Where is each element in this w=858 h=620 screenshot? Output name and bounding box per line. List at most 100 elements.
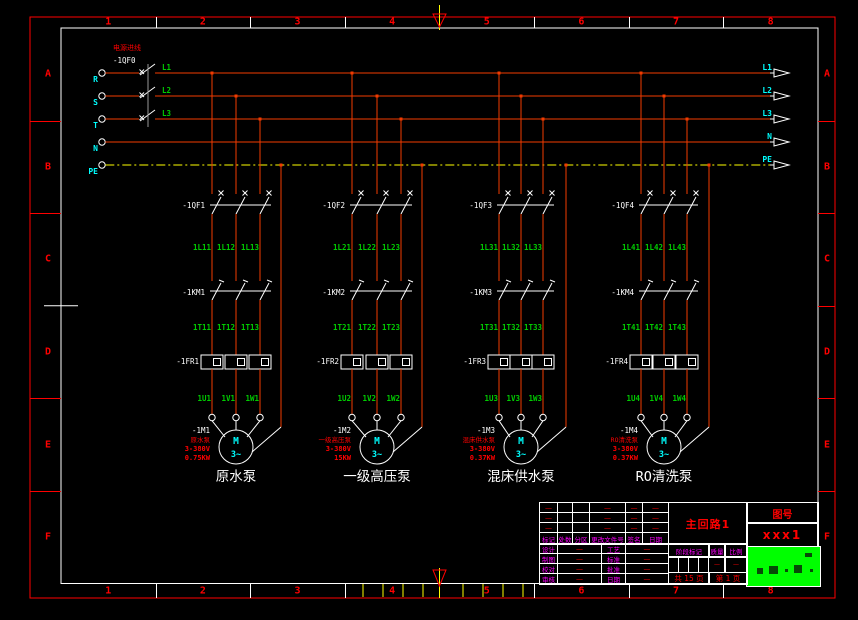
ruler-number-bottom: 2 xyxy=(199,585,206,597)
svg-text:1T33: 1T33 xyxy=(524,323,543,332)
svg-text:混床供水泵: 混床供水泵 xyxy=(487,469,555,485)
svg-text:0.37KW: 0.37KW xyxy=(613,454,639,462)
svg-text:1T22: 1T22 xyxy=(358,323,376,332)
svg-text:1V4: 1V4 xyxy=(649,394,663,403)
svg-text:RO清洗泵: RO清洗泵 xyxy=(611,435,639,444)
svg-text:1L13: 1L13 xyxy=(241,243,260,252)
ruler-number-top: 4 xyxy=(389,16,396,28)
svg-text:PE: PE xyxy=(88,167,98,176)
title-block-cell: 日期 xyxy=(642,532,669,545)
svg-text:T: T xyxy=(93,121,98,130)
svg-text:0.75KW: 0.75KW xyxy=(185,454,211,462)
svg-text:1T43: 1T43 xyxy=(668,323,687,332)
svg-text:L2: L2 xyxy=(762,86,772,95)
svg-text:1L41: 1L41 xyxy=(622,243,641,252)
ruler-number-bottom: 3 xyxy=(294,585,301,597)
svg-text:1T32: 1T32 xyxy=(502,323,520,332)
svg-text:N: N xyxy=(93,144,98,153)
ruler-number-top: 6 xyxy=(578,16,585,28)
svg-text:1T23: 1T23 xyxy=(382,323,401,332)
svg-text:1T12: 1T12 xyxy=(217,323,235,332)
ruler-number-top: 1 xyxy=(105,16,112,28)
svg-text:1U3: 1U3 xyxy=(484,394,498,403)
ruler-letter-right: D xyxy=(823,346,831,358)
svg-text:3-380V: 3-380V xyxy=(326,445,352,453)
svg-text:1W1: 1W1 xyxy=(245,394,259,403)
svg-text:-1QF4: -1QF4 xyxy=(611,201,634,210)
ruler-number-bottom: 4 xyxy=(389,585,396,597)
svg-text:一级高压泵: 一级高压泵 xyxy=(319,435,352,444)
ruler-letter-left: B xyxy=(44,161,52,173)
title-block-cell: — xyxy=(625,573,669,585)
svg-text:L2: L2 xyxy=(162,86,171,95)
svg-text:M: M xyxy=(661,436,667,447)
svg-text:原水泵: 原水泵 xyxy=(216,469,257,485)
svg-text:L1: L1 xyxy=(162,63,172,72)
svg-text:-1FR1: -1FR1 xyxy=(176,357,199,366)
svg-text:1T13: 1T13 xyxy=(241,323,260,332)
ruler-number-top: 7 xyxy=(673,16,680,28)
svg-text:-1KM4: -1KM4 xyxy=(611,288,634,297)
ruler-number-top: 2 xyxy=(199,16,206,28)
svg-text:-1QF2: -1QF2 xyxy=(322,201,345,210)
svg-text:L1: L1 xyxy=(762,63,772,72)
svg-text:1L11: 1L11 xyxy=(193,243,212,252)
svg-text:3~: 3~ xyxy=(231,450,241,460)
svg-text:1T11: 1T11 xyxy=(193,323,212,332)
svg-text:1T31: 1T31 xyxy=(480,323,499,332)
svg-text:1T42: 1T42 xyxy=(645,323,663,332)
svg-text:3-380V: 3-380V xyxy=(470,445,496,453)
ruler-letter-right: B xyxy=(823,161,831,173)
svg-text:M: M xyxy=(518,436,524,447)
svg-text:S: S xyxy=(93,98,98,107)
svg-text:1W3: 1W3 xyxy=(528,394,542,403)
svg-text:1L22: 1L22 xyxy=(358,243,376,252)
ruler-letter-left: F xyxy=(44,531,52,543)
svg-text:3-380V: 3-380V xyxy=(613,445,639,453)
svg-text:一级高压泵: 一级高压泵 xyxy=(343,468,411,485)
ruler-letter-left: C xyxy=(44,253,52,265)
title-block-cell: 阶段标记 xyxy=(668,543,710,558)
svg-text:M: M xyxy=(374,436,380,447)
svg-text:1W2: 1W2 xyxy=(386,394,400,403)
svg-text:1U1: 1U1 xyxy=(197,394,211,403)
svg-text:3~: 3~ xyxy=(659,450,669,460)
svg-text:-1M2: -1M2 xyxy=(333,426,351,435)
svg-text:L3: L3 xyxy=(762,109,772,118)
svg-text:-1M1: -1M1 xyxy=(192,426,210,435)
drawing-no: xxx1 xyxy=(746,522,819,548)
title-block: 主回路1 图号 xxx1 共 15 页 第 1 页 — — — — — — — — — — — — 标记… xyxy=(539,502,821,587)
svg-text:-1M4: -1M4 xyxy=(620,426,639,435)
svg-text:3~: 3~ xyxy=(372,450,382,460)
svg-text:1L42: 1L42 xyxy=(645,243,663,252)
svg-text:RO清洗泵: RO清洗泵 xyxy=(636,469,693,485)
ruler-letter-right: A xyxy=(823,68,831,80)
title-block-cell: 比例 xyxy=(724,543,748,558)
svg-text:1L33: 1L33 xyxy=(524,243,543,252)
title-block-cell: — xyxy=(708,556,726,573)
svg-text:混床供水泵: 混床供水泵 xyxy=(463,435,496,444)
svg-text:1T41: 1T41 xyxy=(622,323,641,332)
svg-text:-1FR4: -1FR4 xyxy=(605,357,628,366)
svg-text:R: R xyxy=(93,75,98,84)
svg-text:L3: L3 xyxy=(162,109,172,118)
ruler-number-bottom: 8 xyxy=(767,585,774,597)
svg-text:1L31: 1L31 xyxy=(480,243,499,252)
svg-text:PE: PE xyxy=(762,155,772,164)
svg-text:-1M3: -1M3 xyxy=(477,426,495,435)
title-block-cell: 审核 xyxy=(539,573,558,585)
svg-text:15KW: 15KW xyxy=(334,454,352,462)
drawing-title: 主回路1 xyxy=(668,502,748,545)
svg-text:1L43: 1L43 xyxy=(668,243,687,252)
svg-text:-1KM2: -1KM2 xyxy=(322,288,345,297)
svg-text:-1QF3: -1QF3 xyxy=(469,201,492,210)
svg-text:1V2: 1V2 xyxy=(362,394,376,403)
svg-text:-1KM1: -1KM1 xyxy=(182,288,205,297)
ruler-number-top: 8 xyxy=(767,16,774,28)
svg-text:N: N xyxy=(767,132,772,141)
ruler-letter-left: D xyxy=(44,346,52,358)
svg-text:-1QF0: -1QF0 xyxy=(113,56,136,65)
svg-text:1U4: 1U4 xyxy=(626,394,640,403)
